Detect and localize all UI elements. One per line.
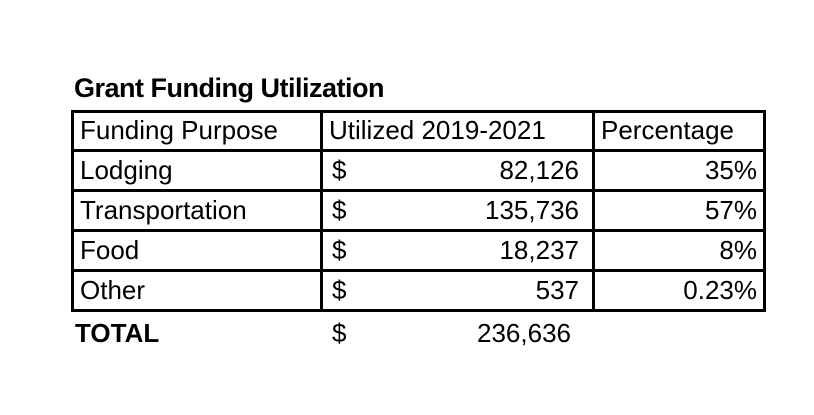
total-amount-value: 236,636 (477, 318, 571, 349)
amount-accounting-format: $ 18,237 (325, 234, 591, 266)
total-row: TOTAL $ 236,636 (71, 316, 763, 352)
total-label: TOTAL (75, 318, 160, 349)
table-row-lodging: Lodging $ 82,126 35% (71, 148, 766, 192)
currency-symbol: $ (332, 194, 347, 225)
purpose-cell: Other (71, 268, 323, 312)
currency-symbol: $ (332, 154, 347, 185)
grant-funding-section: Grant Funding Utilization Funding Purpos… (71, 73, 767, 352)
grant-funding-table: Funding Purpose Utilized 2019-2021 Perce… (71, 109, 766, 312)
total-amount-cell: $ 236,636 (320, 318, 592, 349)
amount-accounting-format: $ 537 (325, 274, 591, 306)
header-percentage: Percentage (592, 109, 766, 152)
amount-accounting-format: $ 82,126 (325, 154, 591, 186)
percentage-cell: 8% (592, 228, 766, 272)
table-row-food: Food $ 18,237 8% (71, 228, 766, 272)
amount-cell: $ 82,126 (320, 148, 595, 192)
purpose-cell: Lodging (71, 148, 323, 192)
page-title: Grant Funding Utilization (74, 73, 384, 103)
percentage-cell: 57% (592, 188, 766, 232)
header-funding-purpose: Funding Purpose (71, 109, 323, 152)
amount-value: 537 (535, 274, 579, 305)
header-row: Funding Purpose Utilized 2019-2021 Perce… (71, 109, 766, 152)
amount-value: 18,237 (499, 234, 579, 265)
table-row-other: Other $ 537 0.23% (71, 268, 766, 312)
header-utilized-2019-2021: Utilized 2019-2021 (320, 109, 595, 152)
purpose-cell: Food (71, 228, 323, 272)
amount-cell: $ 18,237 (320, 228, 595, 272)
amount-value: 82,126 (499, 154, 579, 185)
amount-value: 135,736 (485, 194, 579, 225)
percentage-cell: 35% (592, 148, 766, 192)
amount-cell: $ 135,736 (320, 188, 595, 232)
purpose-cell: Transportation (71, 188, 323, 232)
currency-symbol: $ (332, 318, 347, 349)
currency-symbol: $ (332, 234, 347, 265)
currency-symbol: $ (332, 274, 347, 305)
amount-accounting-format: $ 135,736 (325, 194, 591, 226)
table-row-transportation: Transportation $ 135,736 57% (71, 188, 766, 232)
amount-cell: $ 537 (320, 268, 595, 312)
percentage-cell: 0.23% (592, 268, 766, 312)
